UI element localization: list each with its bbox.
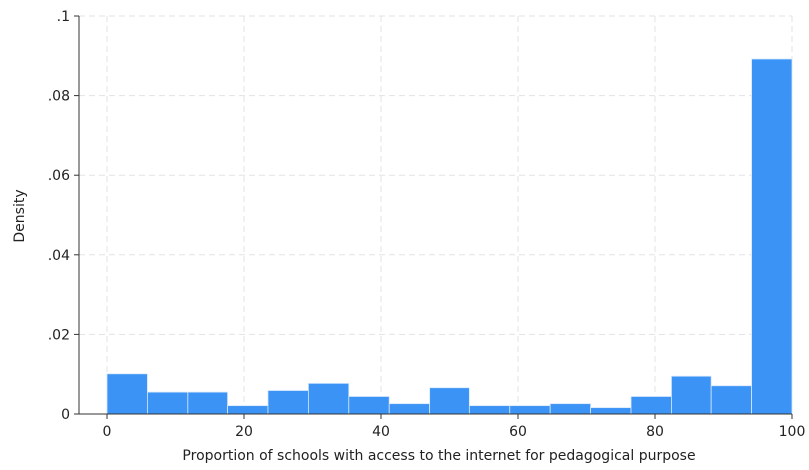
bars [106,58,793,415]
axes [78,16,792,415]
histogram-bar [429,387,470,415]
histogram-bar [267,390,309,415]
y-tick-label: .06 [48,168,70,184]
histogram-bar [307,382,350,415]
histogram-bar [388,403,431,415]
histogram-bar [509,405,551,415]
histogram-bar [147,391,189,415]
histogram-bar [549,403,592,415]
y-tick-label: .08 [48,89,70,105]
histogram-bar [671,375,712,415]
histogram-bar [227,405,269,415]
y-axis-label: Density [12,189,28,242]
histogram-bar [106,373,148,415]
y-tick-label: .04 [48,248,70,264]
y-tick-label: .02 [48,327,70,343]
y-ticks: 0 .02 .04 .06 .08 .1 [48,9,79,423]
x-axis-label: Proportion of schools with access to the… [182,448,695,464]
x-tick-label: 60 [509,424,527,440]
x-tick-label: 80 [646,424,664,440]
x-tick-label: 20 [235,424,253,440]
x-tick-label: 0 [103,424,112,440]
histogram-bar [468,405,511,415]
histogram-bar [751,58,793,415]
histogram-bar [710,385,752,415]
histogram-bar [348,396,390,415]
x-ticks: 0 20 40 60 80 100 [103,414,806,440]
histogram-bar [187,391,228,415]
x-tick-label: 100 [779,424,806,440]
y-tick-label: 0 [61,407,70,423]
x-tick-label: 40 [372,424,390,440]
histogram-bar [630,396,672,415]
histogram-bar [590,407,632,415]
y-tick-label: .1 [57,9,70,25]
